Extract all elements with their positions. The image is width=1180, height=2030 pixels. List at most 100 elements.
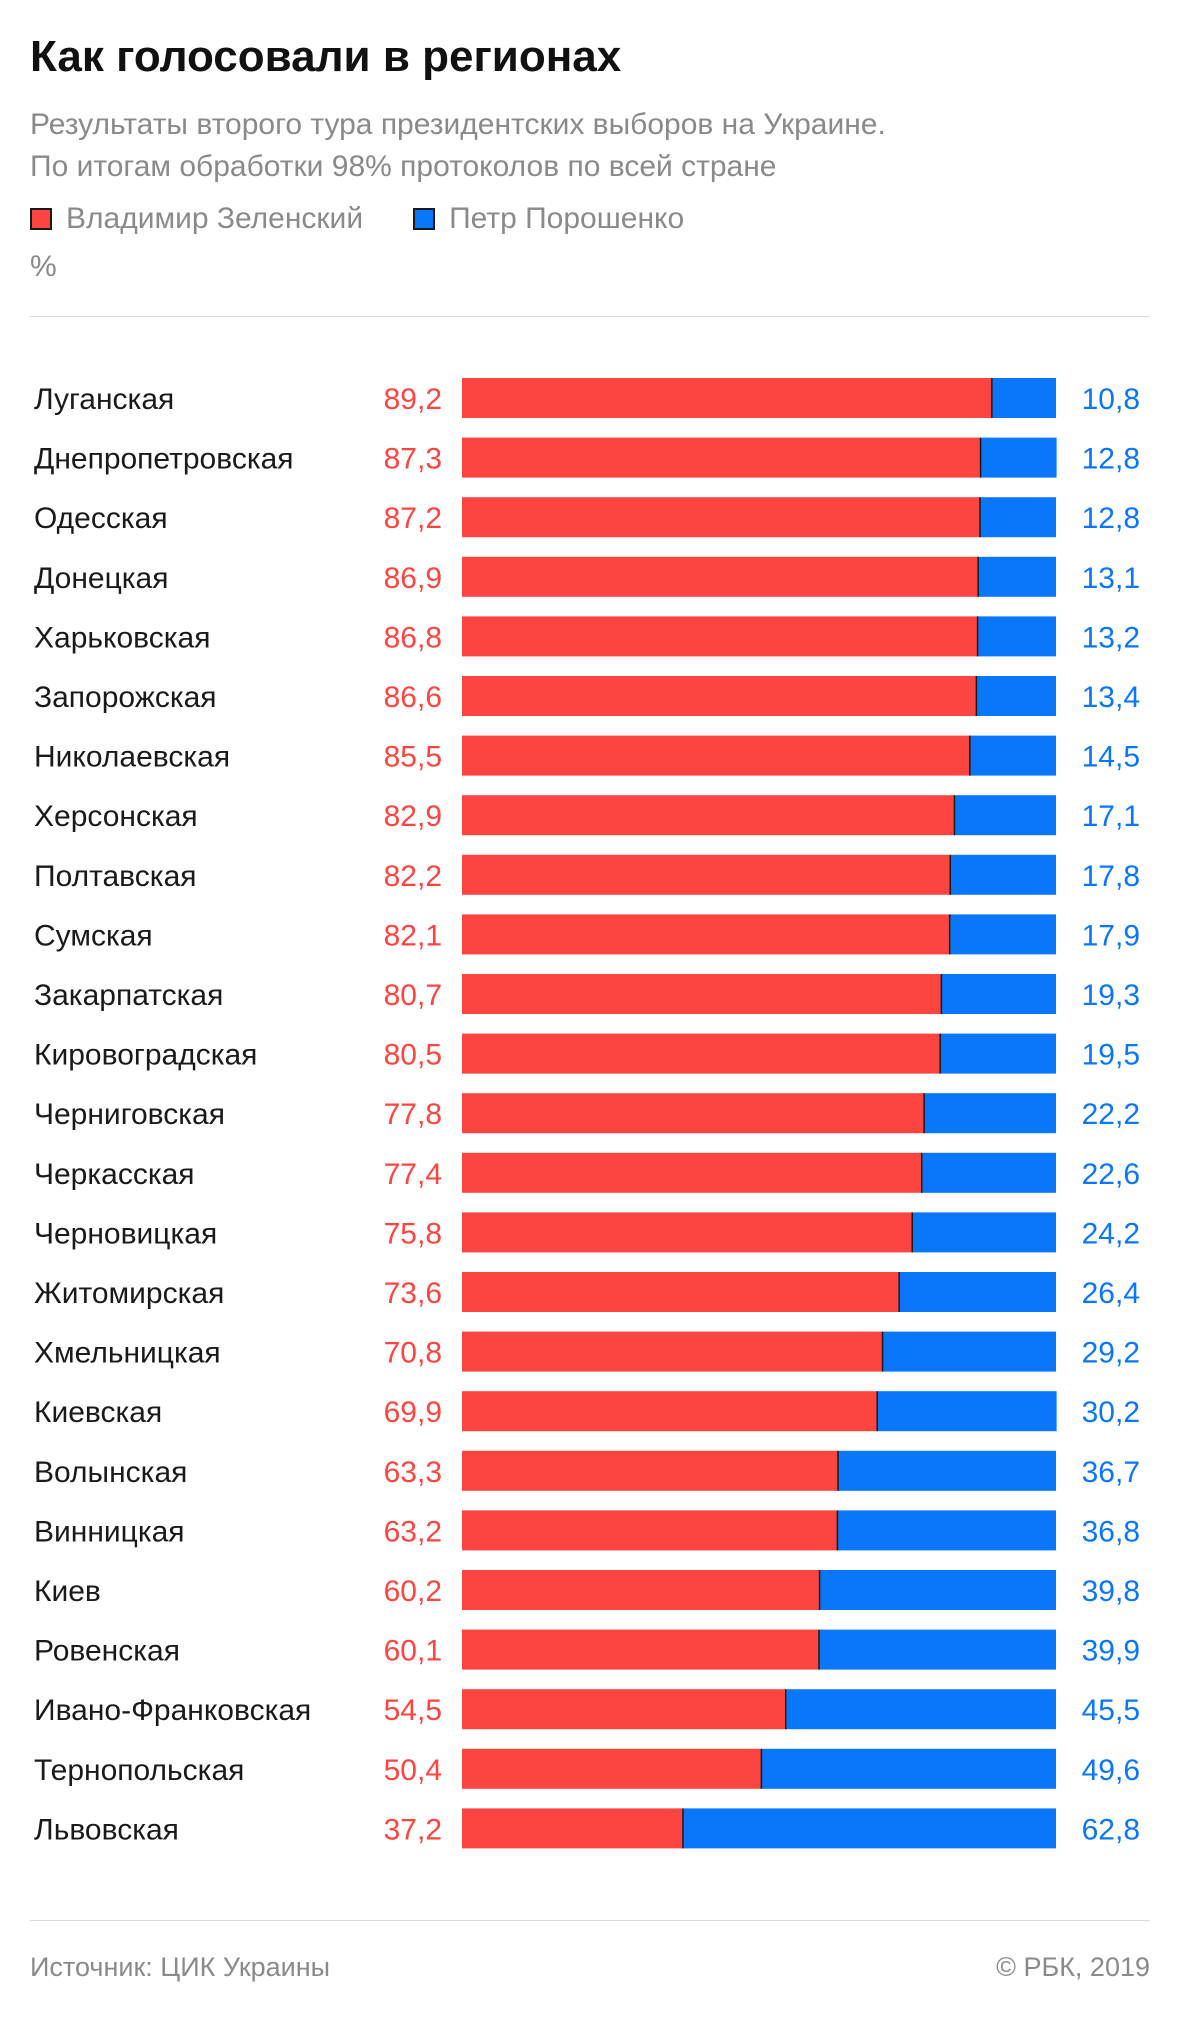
value-label-zelensky: 50,4 [384, 1754, 442, 1787]
value-label-poroshenko: 19,5 [1082, 1039, 1140, 1072]
value-label-zelensky: 80,7 [384, 979, 442, 1012]
bar-zelensky [462, 1033, 941, 1074]
category-label: Донецкая [34, 562, 169, 595]
bar-zelensky [462, 616, 978, 657]
category-label: Одесская [34, 502, 168, 535]
value-label-poroshenko: 19,3 [1082, 979, 1140, 1012]
value-label-poroshenko: 39,9 [1082, 1635, 1140, 1668]
bar-poroshenko [941, 974, 1056, 1014]
category-label: Ивано-Франковская [34, 1694, 311, 1727]
value-label-zelensky: 87,3 [384, 443, 442, 476]
chart-subtitle-line-2: По итогам обработки 98% протоколов по вс… [30, 150, 777, 183]
chart-row: Черкасская 77,4 22,6 [34, 1152, 1140, 1193]
bar-zelensky [462, 1689, 786, 1730]
bar-poroshenko [877, 1391, 1057, 1432]
chart-row: Винницкая 63,2 36,8 [34, 1510, 1140, 1551]
chart-row: Николаевская 85,5 14,5 [34, 735, 1140, 776]
bar-zelensky [462, 1093, 925, 1134]
value-label-poroshenko: 17,1 [1082, 800, 1140, 833]
value-label-poroshenko: 13,4 [1082, 681, 1140, 714]
bar-zelensky [462, 735, 970, 776]
bar-zelensky [462, 1450, 839, 1491]
bar-zelensky [462, 795, 955, 836]
value-label-zelensky: 80,5 [384, 1039, 442, 1072]
bar-poroshenko [921, 1152, 1056, 1193]
value-label-poroshenko: 17,9 [1082, 919, 1140, 952]
category-label: Черновицкая [34, 1217, 217, 1250]
bar-poroshenko [979, 497, 1056, 538]
value-label-zelensky: 86,6 [384, 681, 442, 714]
bar-poroshenko [912, 1212, 1056, 1253]
category-label: Полтавская [34, 860, 197, 893]
bar-zelensky [462, 378, 992, 418]
divider-bottom [30, 1920, 1150, 1921]
value-label-poroshenko: 49,6 [1082, 1754, 1140, 1787]
value-label-zelensky: 89,2 [384, 383, 442, 416]
category-label: Житомирская [34, 1277, 224, 1310]
value-label-poroshenko: 29,2 [1082, 1337, 1140, 1370]
chart-row: Киевская 69,9 30,2 [34, 1391, 1140, 1432]
bar-poroshenko [899, 1272, 1056, 1312]
value-label-zelensky: 82,9 [384, 800, 442, 833]
value-label-poroshenko: 26,4 [1082, 1277, 1140, 1310]
bar-zelensky [462, 1391, 878, 1432]
copyright-note: © РБК, 2019 [996, 1952, 1150, 1982]
chart-row: Одесская 87,2 12,8 [34, 497, 1140, 538]
category-label: Николаевская [34, 741, 230, 774]
bar-poroshenko [682, 1808, 1056, 1849]
stacked-bar-chart: Луганская 89,2 10,8 Днепропетровская 87,3 12,… [34, 378, 1140, 1849]
value-label-zelensky: 77,4 [384, 1158, 442, 1191]
value-label-poroshenko: 62,8 [1082, 1813, 1140, 1846]
category-label: Черкасская [34, 1158, 195, 1191]
value-label-poroshenko: 39,8 [1082, 1575, 1140, 1608]
chart-row: Донецкая 86,9 13,1 [34, 556, 1140, 597]
bar-zelensky [462, 437, 981, 478]
chart-row: Житомирская 73,6 26,4 [34, 1272, 1140, 1312]
bar-zelensky [462, 676, 977, 716]
bar-zelensky [462, 974, 942, 1014]
value-label-zelensky: 82,1 [384, 919, 442, 952]
bar-poroshenko [838, 1450, 1056, 1491]
category-label: Львовская [34, 1813, 179, 1846]
chart-row: Черновицкая 75,8 24,2 [34, 1212, 1140, 1253]
value-label-zelensky: 60,2 [384, 1575, 442, 1608]
value-label-poroshenko: 14,5 [1082, 741, 1140, 774]
bar-zelensky [462, 1570, 820, 1610]
bar-poroshenko [837, 1510, 1056, 1551]
chart-row: Луганская 89,2 10,8 [34, 378, 1140, 418]
value-label-poroshenko: 12,8 [1082, 443, 1140, 476]
bar-poroshenko [882, 1331, 1056, 1372]
bar-poroshenko [761, 1748, 1056, 1789]
chart-row: Тернопольская 50,4 49,6 [34, 1748, 1140, 1789]
bar-poroshenko [819, 1570, 1056, 1610]
category-label: Луганская [34, 383, 174, 416]
bar-poroshenko [991, 378, 1056, 418]
bar-zelensky [462, 497, 980, 538]
bar-poroshenko [949, 914, 1056, 955]
bar-poroshenko [940, 1033, 1056, 1074]
category-label: Винницкая [34, 1515, 185, 1548]
legend-label-zelensky: Владимир Зеленский [66, 202, 364, 235]
chart-row: Волынская 63,3 36,7 [34, 1450, 1140, 1491]
chart-row: Ивано-Франковская 54,5 45,5 [34, 1689, 1140, 1730]
value-label-poroshenko: 17,8 [1082, 860, 1140, 893]
value-label-zelensky: 86,8 [384, 621, 442, 654]
legend: Владимир Зеленский Петр Порошенко [30, 202, 734, 236]
bar-zelensky [462, 1808, 683, 1849]
category-label: Кировоградская [34, 1039, 257, 1072]
bar-zelensky [462, 1272, 900, 1312]
value-label-poroshenko: 30,2 [1082, 1396, 1140, 1429]
value-label-zelensky: 60,1 [384, 1635, 442, 1668]
value-label-zelensky: 85,5 [384, 741, 442, 774]
bar-zelensky [462, 1748, 762, 1789]
category-label: Хмельницкая [34, 1337, 221, 1370]
value-label-zelensky: 54,5 [384, 1694, 442, 1727]
value-label-poroshenko: 13,2 [1082, 621, 1140, 654]
value-label-poroshenko: 45,5 [1082, 1694, 1140, 1727]
chart-row: Сумская 82,1 17,9 [34, 914, 1140, 955]
chart-row: Херсонская 82,9 17,1 [34, 795, 1140, 836]
chart-row: Закарпатская 80,7 19,3 [34, 974, 1140, 1014]
chart-row: Днепропетровская 87,3 12,8 [34, 437, 1140, 478]
value-label-zelensky: 73,6 [384, 1277, 442, 1310]
value-label-poroshenko: 13,1 [1082, 562, 1140, 595]
